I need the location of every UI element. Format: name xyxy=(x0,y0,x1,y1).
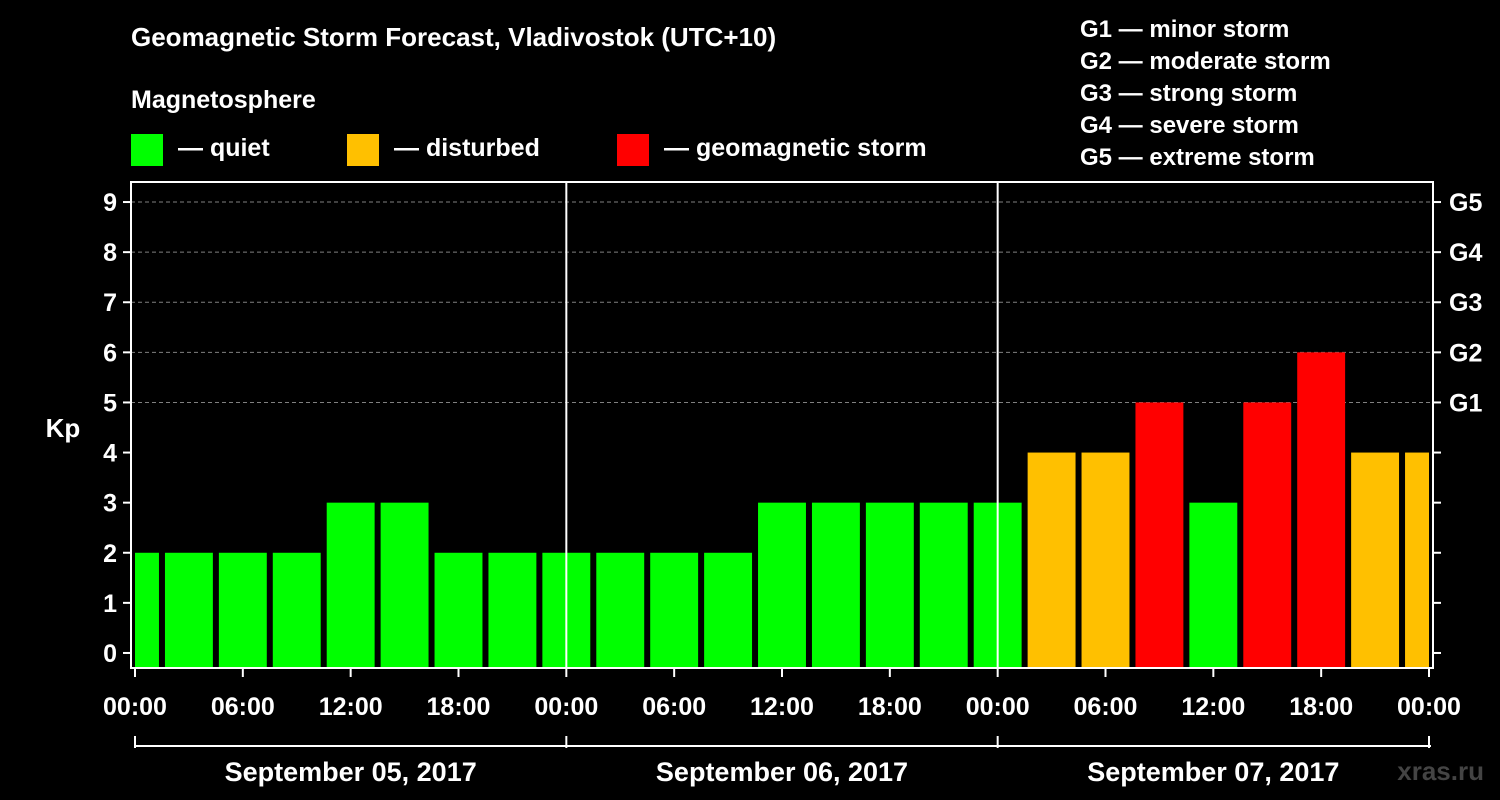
kp-bar xyxy=(865,502,914,668)
y-axis-label: Kp xyxy=(46,413,81,443)
kp-bar xyxy=(811,502,860,668)
chart-title: Geomagnetic Storm Forecast, Vladivostok … xyxy=(131,22,777,52)
g-scale-label: G5 xyxy=(1449,189,1482,217)
legend-label-storm: — geomagnetic storm xyxy=(664,134,927,162)
kp-bar xyxy=(434,552,483,668)
y-tick-label: 7 xyxy=(103,289,117,317)
kp-bar xyxy=(1135,402,1184,668)
kp-bar xyxy=(758,502,806,668)
magnetosphere-legend-title: Magnetosphere xyxy=(131,86,316,114)
legend-label-quiet: — quiet xyxy=(178,134,270,162)
kp-bar xyxy=(650,552,699,668)
x-tick-label: 18:00 xyxy=(427,693,491,721)
kp-bar xyxy=(1351,452,1400,668)
x-tick-label: 12:00 xyxy=(319,693,383,721)
kp-bar xyxy=(1243,402,1292,668)
g-scale-legend: G1 — minor storm G2 — moderate storm G3 … xyxy=(1080,14,1331,174)
x-tick-label: 12:00 xyxy=(750,693,814,721)
kp-bar xyxy=(704,552,753,668)
kp-bar xyxy=(135,552,159,668)
day-label: September 06, 2017 xyxy=(656,757,908,787)
y-tick-label: 3 xyxy=(103,490,117,518)
g-scale-label: G3 xyxy=(1449,289,1482,317)
kp-bar xyxy=(164,552,213,668)
kp-bar xyxy=(272,552,321,668)
g-legend-g4: G4 — severe storm xyxy=(1080,112,1299,139)
y-tick-label: 9 xyxy=(103,189,117,217)
kp-bar xyxy=(218,552,267,668)
day-label: September 05, 2017 xyxy=(225,757,477,787)
kp-bar xyxy=(1405,452,1429,668)
x-tick-label: 18:00 xyxy=(858,693,922,721)
kp-bar xyxy=(1189,502,1238,668)
y-tick-label: 5 xyxy=(103,389,117,417)
kp-bar xyxy=(1081,452,1130,668)
kp-bar xyxy=(326,502,375,668)
g-legend-g2: G2 — moderate storm xyxy=(1080,48,1331,75)
legend-swatch-disturbed xyxy=(347,134,379,166)
g-scale-label: G1 xyxy=(1449,389,1482,417)
x-tick-label: 18:00 xyxy=(1289,693,1353,721)
g-legend-g3: G3 — strong storm xyxy=(1080,80,1298,107)
y-tick-label: 8 xyxy=(103,239,117,267)
legend-label-disturbed: — disturbed xyxy=(394,134,540,162)
x-tick-label: 12:00 xyxy=(1181,693,1245,721)
y-tick-label: 4 xyxy=(103,440,117,468)
kp-bar xyxy=(1297,352,1346,668)
g-legend-g1: G1 — minor storm xyxy=(1080,16,1290,43)
g-legend-g5: G5 — extreme storm xyxy=(1080,144,1315,171)
x-tick-label: 00:00 xyxy=(1397,693,1461,721)
watermark: xras.ru xyxy=(1397,756,1484,786)
x-tick-label: 06:00 xyxy=(1074,693,1138,721)
kp-bar xyxy=(596,552,645,668)
x-tick-label: 00:00 xyxy=(966,693,1030,721)
kp-bar xyxy=(380,502,429,668)
y-tick-label: 2 xyxy=(103,540,117,568)
g-scale-label: G2 xyxy=(1449,339,1482,367)
legend-swatch-storm xyxy=(617,134,649,166)
x-tick-label: 00:00 xyxy=(534,693,598,721)
kp-bar xyxy=(488,552,537,668)
x-tick-label: 00:00 xyxy=(103,693,167,721)
g-scale-label: G4 xyxy=(1449,239,1482,267)
y-tick-label: 0 xyxy=(103,640,117,668)
y-tick-label: 1 xyxy=(103,590,117,618)
kp-bar xyxy=(1027,452,1076,668)
day-label: September 07, 2017 xyxy=(1087,757,1339,787)
legend-swatch-quiet xyxy=(131,134,163,166)
y-tick-label: 6 xyxy=(103,339,117,367)
kp-bar xyxy=(919,502,968,668)
x-tick-label: 06:00 xyxy=(642,693,706,721)
x-tick-label: 06:00 xyxy=(211,693,275,721)
